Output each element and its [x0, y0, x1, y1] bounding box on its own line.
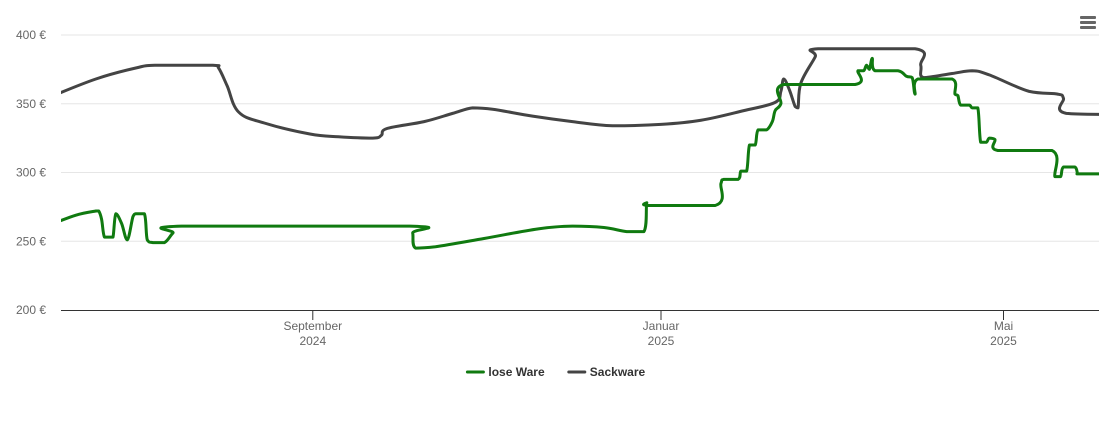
- legend: lose Ware Sackware: [465, 365, 646, 379]
- x-tick-year-label: 2024: [299, 334, 326, 348]
- series-lines: [61, 47, 1099, 250]
- x-tick-label: September: [283, 319, 342, 333]
- x-tick-label: Mai: [994, 319, 1013, 333]
- x-tick-year-label: 2025: [648, 334, 675, 348]
- y-axis: 200 € 250 € 300 € 350 € 400 €: [16, 28, 46, 317]
- series-line-2: [61, 47, 1099, 140]
- y-tick-label: 300 €: [16, 166, 46, 180]
- x-tick-year-label: 2025: [990, 334, 1017, 348]
- legend-label: Sackware: [590, 365, 646, 379]
- series-line-1: [61, 56, 1099, 250]
- chart-menu-icon[interactable]: [1074, 10, 1100, 34]
- x-tick-label: Januar: [643, 319, 680, 333]
- y-tick-label: 200 €: [16, 303, 46, 317]
- y-tick-label: 400 €: [16, 28, 46, 42]
- legend-label: lose Ware: [488, 365, 545, 379]
- y-tick-label: 250 €: [16, 234, 46, 248]
- y-tick-label: 350 €: [16, 97, 46, 111]
